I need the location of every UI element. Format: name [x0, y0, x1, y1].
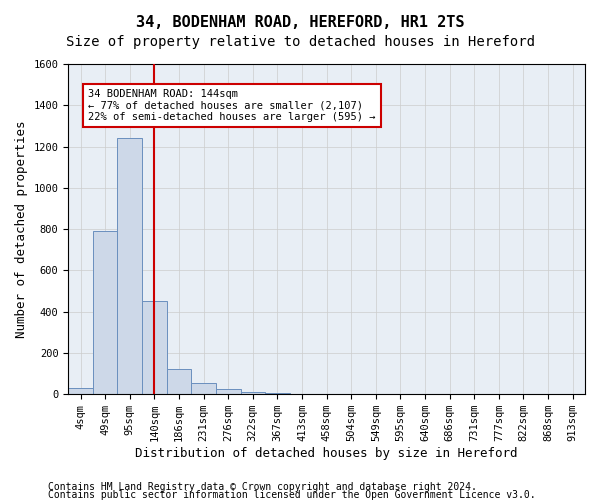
Bar [265, 392, 290, 394]
Bar [191, 383, 216, 394]
Text: Contains public sector information licensed under the Open Government Licence v3: Contains public sector information licen… [48, 490, 536, 500]
Text: Size of property relative to detached houses in Hereford: Size of property relative to detached ho… [65, 35, 535, 49]
Bar [241, 392, 265, 394]
Text: 34 BODENHAM ROAD: 144sqm
← 77% of detached houses are smaller (2,107)
22% of sem: 34 BODENHAM ROAD: 144sqm ← 77% of detach… [88, 89, 376, 122]
Bar [68, 388, 93, 394]
Bar [118, 138, 142, 394]
X-axis label: Distribution of detached houses by size in Hereford: Distribution of detached houses by size … [136, 447, 518, 460]
Text: 34, BODENHAM ROAD, HEREFORD, HR1 2TS: 34, BODENHAM ROAD, HEREFORD, HR1 2TS [136, 15, 464, 30]
Bar [93, 231, 118, 394]
Bar [142, 302, 167, 394]
Text: Contains HM Land Registry data © Crown copyright and database right 2024.: Contains HM Land Registry data © Crown c… [48, 482, 477, 492]
Y-axis label: Number of detached properties: Number of detached properties [15, 120, 28, 338]
Bar [216, 389, 241, 394]
Bar [167, 370, 191, 394]
